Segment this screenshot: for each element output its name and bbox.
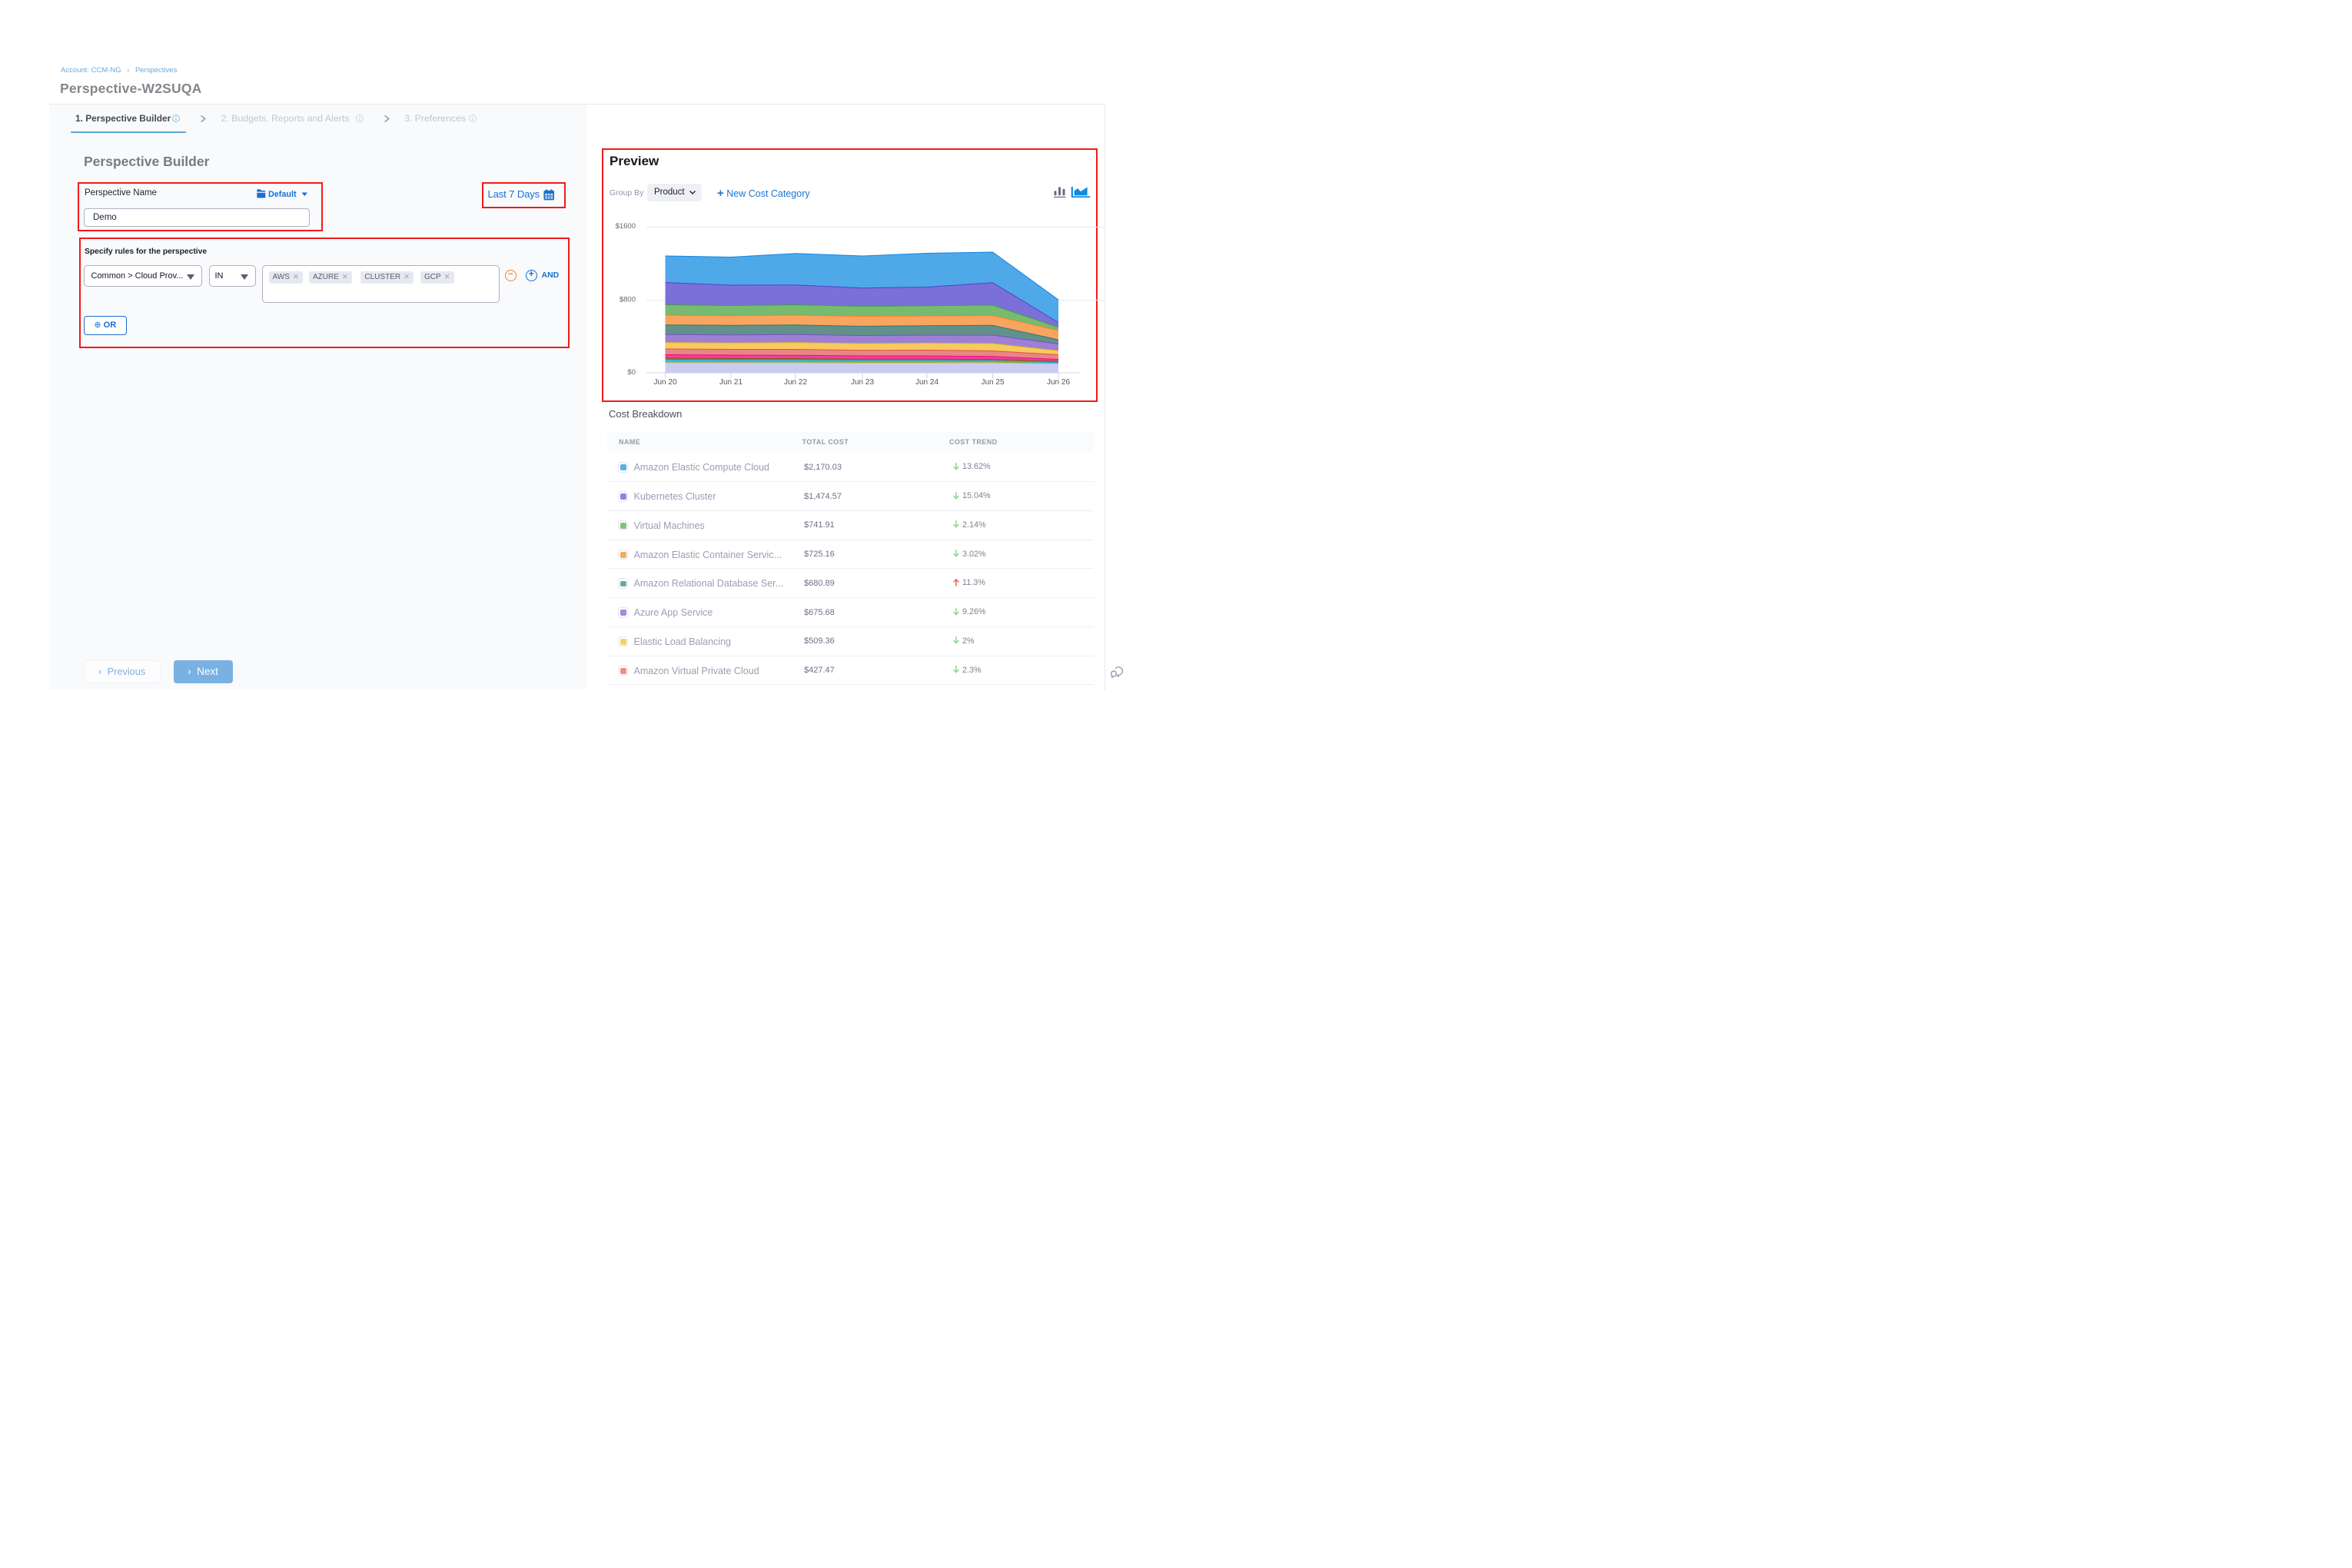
svg-text:$1600: $1600 bbox=[616, 222, 636, 231]
svg-text:Jun 23: Jun 23 bbox=[851, 378, 874, 387]
svg-text:$0: $0 bbox=[627, 368, 636, 377]
svg-text:Jun 26: Jun 26 bbox=[1047, 378, 1070, 387]
svg-text:Jun 21: Jun 21 bbox=[719, 378, 742, 387]
svg-text:$800: $800 bbox=[620, 296, 636, 304]
svg-text:Jun 24: Jun 24 bbox=[915, 378, 938, 387]
svg-text:Jun 22: Jun 22 bbox=[784, 378, 807, 387]
svg-text:Jun 20: Jun 20 bbox=[653, 378, 676, 387]
svg-text:Jun 25: Jun 25 bbox=[981, 378, 1004, 387]
svg-text:Default: Default bbox=[268, 190, 297, 199]
